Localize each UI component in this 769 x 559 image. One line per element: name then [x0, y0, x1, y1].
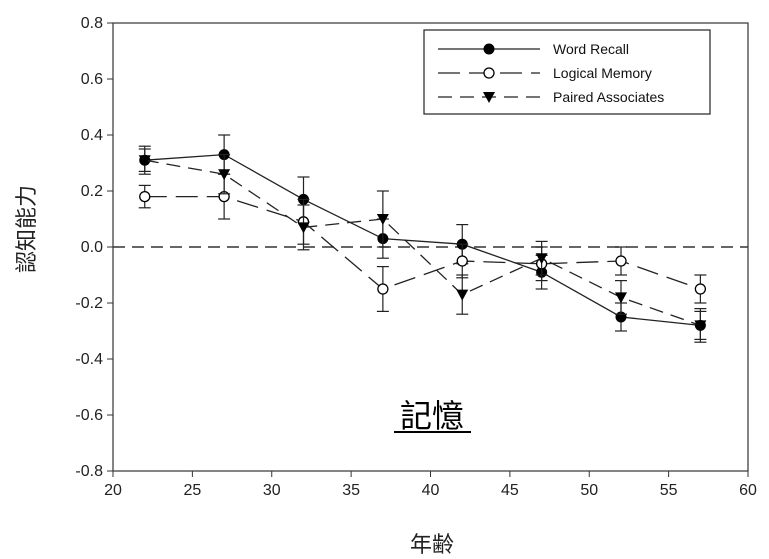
- chart-annotation: 記憶: [400, 397, 464, 435]
- legend-marker: [483, 67, 495, 79]
- legend-box: [423, 29, 711, 115]
- data-point: [377, 283, 389, 295]
- data-point: [138, 155, 151, 167]
- legend: Word Recall Logical Memory Paired Associat…: [423, 29, 711, 115]
- legend-entry: Paired Associates: [553, 89, 664, 105]
- x-tick-label: 20: [104, 482, 122, 499]
- x-tick-label: 60: [739, 482, 757, 499]
- y-tick-label: -0.6: [75, 407, 103, 424]
- series-line: [144, 195, 701, 290]
- x-tick-label: 45: [501, 482, 519, 499]
- y-tick-label: 0.4: [81, 127, 103, 144]
- data-point: [139, 190, 151, 203]
- data-point: [615, 292, 627, 304]
- x-tick-label: 40: [422, 482, 440, 499]
- x-tick-label: 50: [580, 482, 598, 499]
- y-tick-label: 0.0: [81, 239, 103, 256]
- y-axis-label: 認知能力: [15, 185, 40, 273]
- series-line: [144, 159, 701, 327]
- x-tick-label: 35: [342, 482, 360, 499]
- legend-entry: Logical Memory: [553, 65, 652, 81]
- data-point: [694, 283, 707, 295]
- data-point: [456, 289, 469, 301]
- data-point: [376, 214, 389, 225]
- y-tick-label: -0.4: [75, 351, 103, 368]
- data-point: [615, 255, 627, 267]
- data-point: [456, 255, 468, 267]
- series-line: [144, 153, 701, 327]
- data-point: [535, 253, 548, 265]
- tick-labels: 20 25 30 35 40 45 50 55 60 -0.8 -0.6 -0.4 -0.2 0.0 0.2…: [75, 15, 757, 499]
- series-paired-associates: [138, 145, 707, 343]
- x-tick-label: 30: [263, 482, 281, 499]
- y-tick-label: 0.2: [81, 183, 103, 200]
- y-tick-label: -0.2: [75, 295, 103, 312]
- legend-marker: [483, 43, 495, 55]
- y-tick-label: 0.8: [81, 15, 103, 32]
- data-point: [694, 320, 707, 332]
- data-point: [297, 222, 310, 234]
- x-tick-label: 55: [660, 482, 678, 499]
- series-layer: [138, 134, 707, 343]
- x-axis-label: 年齢: [410, 533, 454, 558]
- y-tick-label: -0.8: [75, 463, 103, 480]
- data-point: [218, 169, 231, 181]
- x-tick-label: 25: [183, 482, 201, 499]
- legend-entry: Word Recall: [553, 41, 629, 57]
- y-tick-label: 0.6: [81, 71, 103, 88]
- legend-marker: [483, 92, 495, 103]
